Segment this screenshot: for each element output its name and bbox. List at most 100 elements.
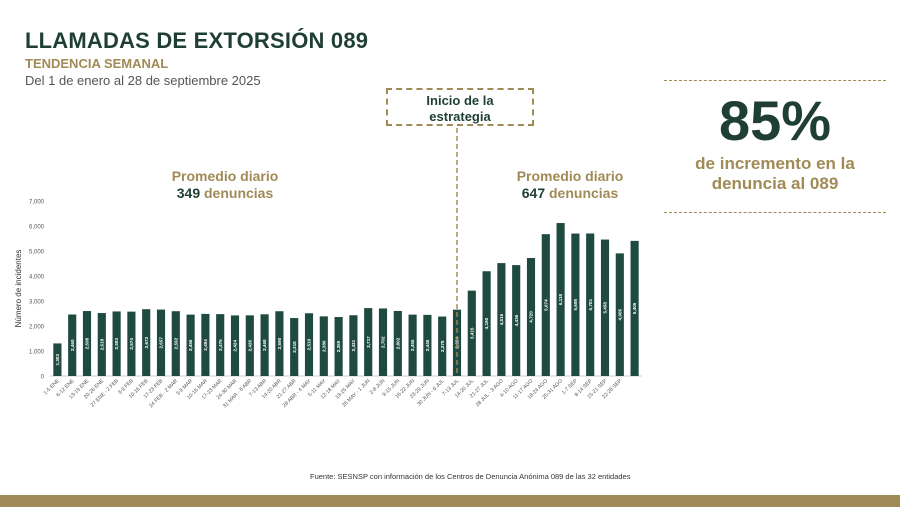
bar	[334, 317, 343, 376]
date-range: Del 1 de enero al 28 de septiembre 2025	[25, 73, 261, 88]
bar-data-label: 2,445	[425, 339, 430, 351]
bar	[378, 308, 388, 376]
bar-data-label: 2,455	[410, 339, 415, 351]
y-tick-label: 4,000	[29, 275, 45, 281]
y-tick-label: 3,000	[29, 300, 45, 306]
bar-data-label: 2,717	[366, 336, 371, 348]
bar-data-label: 6,118	[558, 293, 563, 305]
bar	[142, 309, 151, 376]
marker-line-2: estrategia	[429, 109, 491, 124]
y-axis-label: Número de incidentes	[14, 250, 23, 328]
bar-data-label: 4,190	[484, 317, 489, 329]
bar-data-label: 1,303	[55, 354, 60, 366]
bar-data-label: 2,468	[262, 339, 267, 351]
footer-bar	[0, 495, 900, 507]
bar-data-label: 2,583	[114, 338, 119, 350]
average-before: Promedio diario 349 denuncias	[140, 168, 310, 202]
bar-data-label: 2,475	[218, 339, 223, 351]
bar	[171, 311, 180, 376]
bar	[186, 314, 195, 376]
bar-data-label: 2,592	[173, 337, 178, 349]
bar-data-label: 4,905	[617, 308, 622, 320]
source-note: Fuente: SESNSP con información de los Ce…	[310, 472, 631, 481]
bar	[245, 315, 254, 376]
bar	[482, 271, 491, 376]
bar	[112, 311, 121, 376]
bar-data-label: 5,698	[573, 299, 578, 311]
bar	[512, 265, 521, 376]
bar-data-label: 2,460	[70, 339, 75, 351]
average-before-number: 349	[176, 185, 201, 201]
bar	[260, 314, 269, 376]
bar-data-label: 2,602	[395, 337, 400, 349]
bar-data-label: 2,424	[233, 340, 238, 352]
kpi-value: 85%	[718, 89, 832, 152]
bar-data-label: 3,415	[469, 327, 474, 339]
bar	[82, 311, 92, 376]
bar-data-label: 5,674	[543, 299, 548, 311]
strategy-start-marker: Inicio de la estrategia	[386, 88, 534, 126]
bar	[349, 315, 358, 376]
bar	[127, 311, 136, 376]
bar	[423, 314, 432, 376]
bar	[97, 313, 106, 376]
kpi-line-1: de incremento en la	[695, 154, 855, 173]
y-tick-label: 5,000	[29, 250, 45, 256]
bar-data-label: 5,458	[603, 302, 608, 314]
bar-data-label: 2,657	[159, 337, 164, 349]
bar-data-label: 2,378	[440, 340, 445, 352]
bar	[275, 311, 284, 376]
bar-data-label: 2,598	[85, 337, 90, 349]
bar-data-label: 2,590	[277, 337, 282, 349]
bar	[541, 234, 550, 376]
average-after: Promedio diario 647 denuncias	[485, 168, 655, 202]
bar	[230, 315, 240, 376]
bar	[408, 314, 417, 376]
bar-data-label: 2,672	[144, 336, 149, 348]
bar	[68, 314, 77, 376]
bar	[615, 253, 624, 376]
bar	[216, 314, 225, 376]
bar-data-label: 4,436	[514, 314, 519, 326]
bar-data-label: 2,431	[351, 339, 356, 351]
bar	[586, 233, 595, 376]
kpi-description: de incremento en la denuncia al 089	[664, 154, 886, 194]
y-tick-label: 6,000	[29, 225, 45, 231]
kpi-divider-top	[664, 80, 886, 81]
average-after-number: 647	[521, 185, 546, 201]
bar	[156, 309, 166, 376]
y-tick-label: 0	[41, 375, 45, 381]
average-before-unit: denuncias	[204, 185, 274, 201]
page-subtitle: TENDENCIA SEMANAL	[25, 56, 169, 71]
bar	[600, 239, 610, 376]
average-before-label: Promedio diario	[171, 168, 279, 184]
bar-data-label: 4,516	[499, 313, 504, 325]
bar	[556, 223, 565, 376]
bar	[364, 308, 373, 376]
bar	[438, 316, 447, 376]
bar	[53, 343, 62, 376]
weekly-bar-chart: Número de incidentes 0 1,000 2,000 3,000 4,00…	[14, 128, 642, 409]
average-after-label: Promedio diario	[516, 168, 624, 184]
bar	[319, 316, 328, 376]
bar-data-label: 2,518	[99, 338, 104, 350]
bar-data-label: 5,701	[588, 299, 593, 311]
page-title: LLAMADAS DE EXTORSIÓN 089	[25, 28, 369, 53]
bar-data-label: 2,318	[292, 341, 297, 353]
y-tick-label: 2,000	[29, 325, 45, 331]
bar	[201, 313, 210, 376]
y-tick-label: 7,000	[29, 200, 45, 206]
bar	[630, 240, 639, 376]
bar	[526, 258, 536, 376]
bar	[452, 309, 462, 376]
bar-data-label: 2,702	[381, 336, 386, 348]
bar	[571, 233, 580, 376]
bar-data-label: 2,484	[203, 339, 208, 351]
bar	[290, 318, 299, 376]
bar	[393, 310, 402, 376]
bar-data-label: 2,359	[336, 340, 341, 352]
y-tick-label: 1,000	[29, 350, 45, 356]
bar-data-label: 2,574	[129, 338, 134, 350]
bar-data-label: 2,386	[321, 340, 326, 352]
bar-data-label: 2,510	[307, 338, 312, 350]
